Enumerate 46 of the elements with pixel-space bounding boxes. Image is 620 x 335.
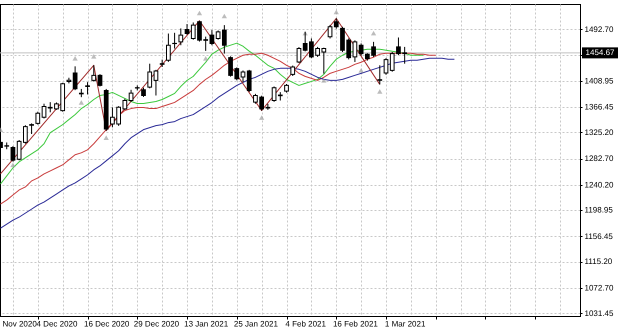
point (259, 115, 264, 120)
ref-line-label: 1454.67 (586, 48, 616, 57)
y-tick-label: 1031.45 (584, 308, 614, 318)
candlestick (85, 82, 90, 95)
line-series (0, 42, 424, 184)
point (104, 135, 109, 140)
x-tick-label: 16 Feb 2021 (332, 320, 378, 328)
x-tick-label: 4 Feb 2021 (285, 320, 326, 328)
line-series (0, 18, 380, 174)
y-tick-label: 1282.70 (584, 154, 614, 164)
x-tick-label: Nov 2020 (2, 320, 38, 328)
point (334, 10, 339, 14)
y-tick-label: 1492.70 (584, 24, 614, 34)
y-tick-label: 1366.45 (584, 102, 614, 112)
point (370, 30, 376, 36)
candlestick (172, 32, 177, 50)
candlestick (377, 64, 382, 85)
candlestick (141, 87, 146, 98)
point (78, 100, 84, 105)
point (358, 68, 364, 73)
point (203, 56, 208, 61)
y-tick-label: 1156.45 (584, 232, 614, 241)
x-tick-label: 13 Jan 2021 (184, 320, 229, 328)
y-tick-label: 1198.95 (584, 206, 614, 215)
line-series (0, 58, 455, 229)
candlestick (290, 65, 296, 76)
x-tick-label: 4 Dec 2020 (36, 320, 78, 328)
point (377, 89, 382, 94)
y-tick-label: 1408.95 (584, 76, 614, 86)
point (72, 56, 78, 61)
candlestick (178, 28, 184, 46)
y-tick-label: 1325.20 (584, 128, 614, 137)
point (196, 10, 202, 16)
point (222, 14, 227, 18)
x-tick-label: 1 Mar 2021 (384, 320, 426, 328)
x-tick-label: 29 Dec 2020 (134, 320, 180, 328)
candlestick (29, 122, 34, 135)
x-tick-label: 16 Dec 2020 (84, 320, 130, 328)
point (91, 54, 96, 59)
x-tick-label: 25 Jan 2021 (234, 320, 278, 328)
y-tick-label: 1072.70 (584, 283, 614, 292)
point (10, 162, 16, 168)
candlestick (166, 33, 171, 62)
y-tick-label: 1240.20 (584, 180, 614, 190)
y-tick-label: 1115.20 (584, 257, 613, 266)
point (321, 78, 326, 83)
